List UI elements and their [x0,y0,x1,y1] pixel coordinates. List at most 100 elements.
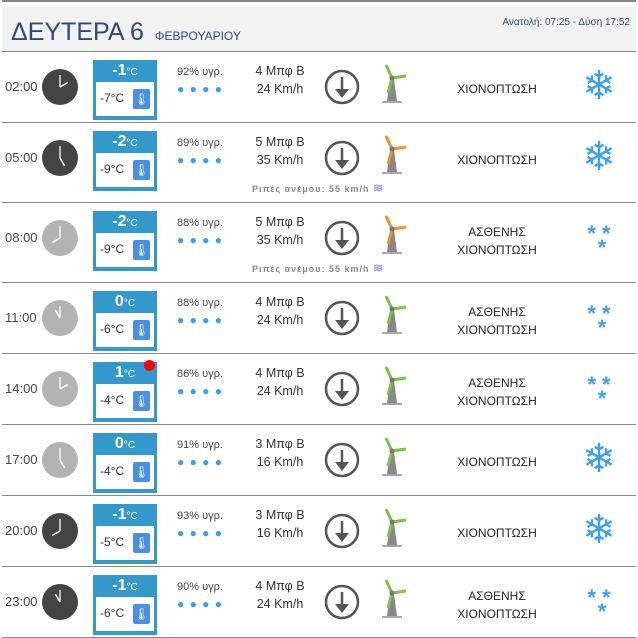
wind-beaufort: 3 Μπφ Β [255,437,305,451]
forecast-list: 02:00 -1°C -7°C 🌡 92% υγρ. ● ● ● ● 4 Μπφ Β… [0,52,638,638]
temperature-box: 1°C -4°C 🌡 [93,362,157,422]
hour-label: 11:00 [5,310,37,325]
clock-icon [42,220,78,256]
hour-label: 05:00 [5,150,38,165]
feels-like: -4°C 🌡 [96,455,154,489]
wind-turbine-icon [382,295,407,334]
feels-like-value: -6°C [100,322,125,336]
feels-like-value: -6°C [100,606,125,620]
humidity-drops-icon: ● ● ● ● [177,313,223,327]
wind-turbine-icon [382,135,407,174]
temperature: -2°C [93,213,157,231]
wind-beaufort: 4 Μπφ Β [255,64,305,78]
humidity: 92% υγρ. ● ● ● ● [170,66,230,96]
humidity-value: 90% υγρ. [177,581,223,593]
humidity: 88% υγρ. ● ● ● ● [170,217,230,247]
humidity: 93% υγρ. ● ● ● ● [170,510,230,540]
day-title: ΔΕΥΤΕΡΑ 6 ΦΕΒΡΟΥΑΡΙΟΥ [11,18,241,47]
feels-like: -9°C 🌡 [96,233,154,267]
humidity-drops-icon: ● ● ● ● [177,526,223,540]
day-header: ΔΕΥΤΕΡΑ 6 ΦΕΒΡΟΥΑΡΙΟΥ Ανατολή: 07:25 - Δ… [2,6,636,52]
feels-like: -7°C 🌡 [96,82,154,116]
wind-turbine-icon [382,215,407,254]
light-snow-icon: * * * [587,221,611,260]
temperature-value: -2 [112,133,127,150]
temperature-box: -2°C -9°C 🌡 [93,131,157,191]
feels-like: -9°C 🌡 [96,153,154,187]
wind-info: 3 Μπφ Β 16 Km/h [252,506,308,542]
feels-like-person-icon: 🌡 [133,533,150,553]
day-label: ΔΕΥΤΕΡΑ 6 [11,18,144,46]
wind-gust: Ριπές ανέμου: 55 km/h ≋ [252,261,384,275]
wind-gust-text: Ριπές ανέμου: 55 km/h [252,184,370,194]
hour-label: 23:00 [5,594,38,609]
hour-label: 17:00 [5,452,38,467]
clock-icon [42,442,78,478]
temperature-unit: °C [126,67,138,78]
weather-description-line1: ΧΙΟΝΟΠΤΩΣΗ [457,455,537,469]
temperature-value: 0 [114,435,124,452]
humidity: 91% υγρ. ● ● ● ● [170,439,230,469]
humidity-value: 86% υγρ. [177,368,223,380]
wind-speed: 16 Km/h [256,455,304,469]
temperature: 1°C [93,364,157,382]
month-label: ΦΕΒΡΟΥΑΡΙΟΥ [154,29,241,43]
wind-direction-arrow-icon [324,513,360,549]
humidity-drops-icon: ● ● ● ● [177,153,223,167]
clock-icon [42,300,78,336]
alert-dot [144,360,155,371]
feels-like: -4°C 🌡 [96,384,154,418]
temperature-value: -1 [112,506,127,523]
weather-description: ΧΙΟΝΟΠΤΩΣΗ [432,524,562,542]
temperature-box: -1°C -7°C 🌡 [93,60,157,120]
temperature-box: -2°C -9°C 🌡 [93,211,157,271]
weather-description-line2: ΧΙΟΝΟΠΤΩΣΗ [457,323,537,337]
weather-description-line2: ΧΙΟΝΟΠΤΩΣΗ [457,607,537,621]
feels-like-person-icon: 🌡 [133,391,150,411]
wind-direction-arrow-icon [324,300,360,336]
snowflake-icon: ❄ [582,64,616,108]
temperature-box: -1°C -6°C 🌡 [93,575,157,635]
wind-info: 4 Μπφ Β 24 Km/h [252,364,308,400]
forecast-row: 14:00 1°C -4°C 🌡 86% υγρ. ● ● ● ● 4 Μπφ Β 2… [2,354,636,425]
feels-like-value: -9°C [100,242,125,256]
weather-description-line1: ΑΣΘΕΝΗΣ [468,225,526,239]
hour-label: 08:00 [5,230,38,245]
wind-direction-arrow-icon [324,69,360,105]
forecast-row: 08:00 -2°C -9°C 🌡 88% υγρ. ● ● ● ● 5 Μπφ Β… [2,203,636,283]
feels-like-person-icon: 🌡 [133,320,150,340]
temperature-value: 0 [114,293,124,310]
wind-beaufort: 3 Μπφ Β [255,508,305,522]
humidity-value: 93% υγρ. [177,510,223,522]
weather-description-line1: ΧΙΟΝΟΠΤΩΣΗ [457,526,537,540]
feels-like: -6°C 🌡 [96,313,154,347]
wind-info: 5 Μπφ Β 35 Km/h [252,213,308,249]
light-snow-icon: * * * [587,372,611,411]
clock-icon [42,513,78,549]
feels-like-value: -7°C [100,91,125,105]
weather-description: ΑΣΘΕΝΗΣ ΧΙΟΝΟΠΤΩΣΗ [432,587,562,623]
wind-direction-arrow-icon [324,220,360,256]
weather-description-line1: ΧΙΟΝΟΠΤΩΣΗ [457,82,537,96]
temperature: -1°C [93,506,157,524]
humidity-value: 88% υγρ. [177,217,223,229]
forecast-row: 11:00 0°C -6°C 🌡 88% υγρ. ● ● ● ● 4 Μπφ Β 2… [2,283,636,354]
sunrise-sunset: Ανατολή: 07:25 - Δύση 17:52 [502,17,630,28]
forecast-row: 17:00 0°C -4°C 🌡 91% υγρ. ● ● ● ● 3 Μπφ Β 1… [2,425,636,496]
top-divider [2,0,636,2]
wind-info: 4 Μπφ Β 24 Km/h [252,577,308,613]
wind-turbine-icon [382,64,407,103]
temperature-value: -1 [112,62,127,79]
wind-speed: 35 Km/h [256,233,304,247]
temperature-value: 1 [114,364,124,381]
temperature-unit: °C [126,582,138,593]
wind-speed: 24 Km/h [256,82,304,96]
temperature: -1°C [93,577,157,595]
temperature-unit: °C [123,298,136,309]
forecast-row: 20:00 -1°C -5°C 🌡 93% υγρ. ● ● ● ● 3 Μπφ Β… [2,496,636,567]
feels-like-person-icon: 🌡 [133,604,150,624]
temperature: 0°C [93,293,157,311]
temperature-unit: °C [126,138,138,149]
feels-like: -6°C 🌡 [96,597,154,631]
wind-gust-text: Ριπές ανέμου: 55 km/h [252,264,370,274]
